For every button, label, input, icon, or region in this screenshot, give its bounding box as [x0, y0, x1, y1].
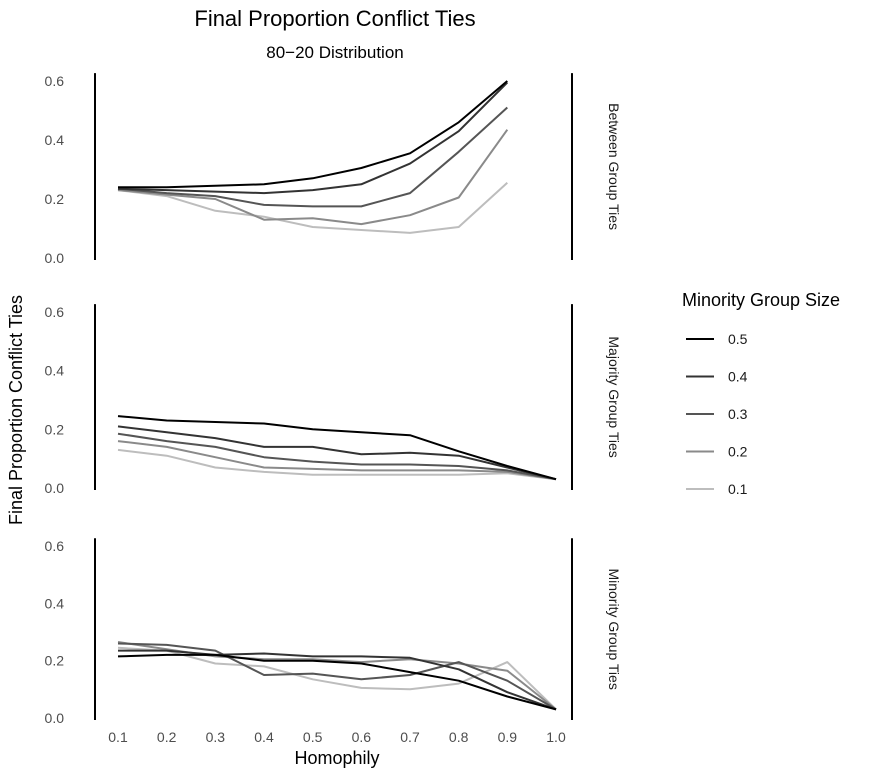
panel-2-y-tick-label: 0.4 — [45, 363, 65, 379]
panel-3-strip-label: Minority Group Ties — [606, 568, 622, 689]
panel-2-y-tick-label: 0.0 — [45, 480, 65, 496]
chart-subtitle: 80−20 Distribution — [266, 43, 404, 62]
panel-1-y-tick-label: 0.6 — [45, 73, 65, 89]
x-tick-label: 0.9 — [498, 729, 518, 745]
panel-2-series-line-0.4 — [117, 425, 557, 481]
x-tick-label: 0.3 — [206, 729, 226, 745]
legend-label-0.1: 0.1 — [728, 481, 748, 497]
chart-title: Final Proportion Conflict Ties — [194, 6, 475, 31]
panel-3-y-tick-label: 0.0 — [45, 710, 65, 726]
x-axis-title: Homophily — [294, 748, 379, 768]
panel-3-series-line-0.5 — [117, 653, 557, 711]
panel-3-y-tick-label: 0.6 — [45, 538, 65, 554]
legend-label-0.4: 0.4 — [728, 369, 748, 385]
panel-3-series-line-0.3 — [117, 642, 557, 711]
legend-label-0.2: 0.2 — [728, 444, 748, 460]
panel-2-y-tick-label: 0.6 — [45, 304, 65, 320]
panel-1-series-line-0.4 — [117, 81, 509, 195]
panel-3-series-line-0.1 — [117, 646, 557, 711]
y-axis-title: Final Proportion Conflict Ties — [6, 295, 26, 525]
panel-2-y-tick-label: 0.2 — [45, 421, 65, 437]
panel-1-series-line-0.1 — [117, 182, 508, 234]
legend-label-0.5: 0.5 — [728, 331, 748, 347]
panel-1-series-line-0.2 — [117, 129, 509, 226]
panel-1-y-tick-label: 0.2 — [45, 191, 65, 207]
panel-1-strip-label: Between Group Ties — [606, 103, 622, 230]
panel-1-series-line-0.5 — [118, 80, 508, 189]
panel-1-y-tick-label: 0.4 — [45, 132, 65, 148]
panel-3-y-tick-label: 0.4 — [45, 595, 65, 611]
x-tick-label: 0.5 — [303, 729, 323, 745]
legend-title: Minority Group Size — [682, 290, 840, 310]
panel-2-series-line-0.3 — [117, 432, 557, 481]
x-tick-label: 0.8 — [449, 729, 469, 745]
legend-label-0.3: 0.3 — [728, 406, 748, 422]
x-tick-label: 1.0 — [546, 729, 566, 745]
panel-2-series-line-0.5 — [117, 415, 557, 481]
panel-3-series-line-0.4 — [118, 649, 557, 711]
x-tick-label: 0.1 — [108, 729, 128, 745]
panel-3-y-tick-label: 0.2 — [45, 653, 65, 669]
x-tick-label: 0.6 — [352, 729, 372, 745]
panel-1-y-tick-label: 0.0 — [45, 250, 65, 266]
panel-2-series-line-0.1 — [117, 448, 557, 481]
panel-2-series-line-0.2 — [117, 440, 557, 481]
x-tick-label: 0.7 — [400, 729, 420, 745]
panel-2-strip-label: Majority Group Ties — [606, 336, 622, 457]
x-tick-label: 0.2 — [157, 729, 177, 745]
x-tick-label: 0.4 — [254, 729, 274, 745]
panel-1-series-line-0.3 — [117, 106, 508, 208]
